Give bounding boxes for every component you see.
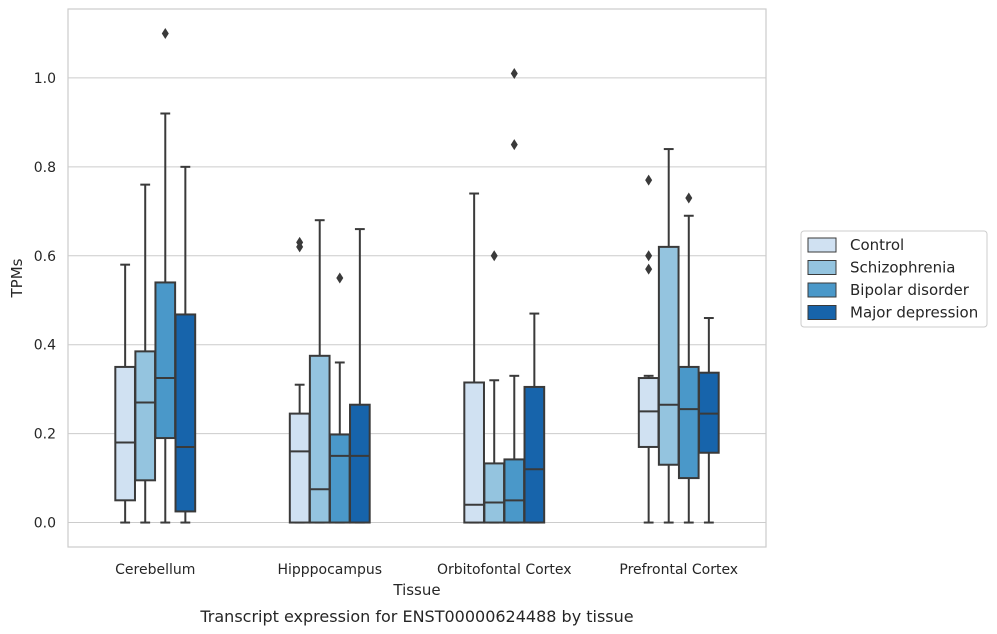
y-axis-label: TPMs (8, 258, 26, 298)
outlier-point (645, 263, 653, 275)
y-tick-label: 0.4 (34, 338, 56, 354)
y-tick-labels: 0.0 0.2 0.4 0.6 0.8 1.0 (34, 71, 56, 532)
y-tick-label: 0.8 (34, 160, 56, 176)
box-body (328, 433, 351, 524)
box-body (134, 350, 157, 482)
box-0-2 (463, 192, 485, 524)
box-body (677, 365, 700, 480)
plot-frame (67, 8, 767, 548)
outlier-point (685, 192, 693, 204)
legend-label: Major depression (850, 304, 978, 322)
box-body (463, 381, 485, 524)
legend-swatch (807, 305, 837, 320)
outlier-point (510, 67, 518, 79)
box-1-0 (134, 183, 157, 524)
box-body (114, 365, 136, 502)
legend-frame (800, 230, 988, 328)
legend-label: Schizophrenia (850, 259, 955, 277)
box-2-2 (503, 67, 526, 524)
legend-swatch (807, 260, 837, 275)
x-tick-label: Orbitofontal Cortex (437, 562, 572, 578)
x-tick-label: Prefrontal Cortex (619, 562, 738, 578)
box-body (308, 354, 331, 524)
box-body (174, 313, 197, 513)
y-tick-label: 0.6 (34, 249, 56, 265)
x-tick-label: Hipppocampus (277, 562, 382, 578)
box-3-0 (174, 165, 197, 524)
outlier-point (336, 272, 344, 284)
box-0-1 (288, 236, 311, 524)
outlier-point (645, 250, 653, 262)
box-body (154, 281, 177, 440)
x-tick-label: Cerebellum (115, 562, 195, 578)
x-axis-label: Tissue (392, 581, 440, 599)
box-2-1 (328, 272, 351, 524)
outlier-point (490, 250, 498, 262)
box-body (288, 412, 311, 524)
outlier-point (161, 27, 169, 39)
legend-items: Control Schizophrenia Bipolar disorder Majo… (807, 236, 978, 322)
y-tick-label: 1.0 (34, 71, 56, 87)
legend-swatch (807, 237, 837, 253)
legend: Control Schizophrenia Bipolar disorder Majo… (800, 230, 988, 328)
box-body (637, 377, 660, 448)
box-2-3 (677, 192, 700, 524)
outlier-point (510, 139, 518, 151)
legend-label: Bipolar disorder (850, 281, 970, 299)
y-tick-label: 0.2 (34, 427, 56, 443)
box-3-1 (349, 228, 371, 524)
legend-label: Control (850, 236, 904, 254)
box-groups (114, 27, 720, 524)
box-1-3 (657, 148, 680, 524)
box-body (483, 462, 506, 524)
box-3-2 (523, 312, 546, 524)
x-tick-labels: Cerebellum Hipppocampus Orbitofontal Corte… (115, 562, 738, 578)
box-1-2 (483, 250, 506, 524)
box-body (657, 245, 680, 466)
figure-caption: Transcript expression for ENST0000062448… (199, 607, 633, 626)
box-body (503, 458, 526, 524)
box-0-3 (637, 174, 660, 524)
box-3-3 (698, 317, 720, 524)
box-2-0 (154, 27, 177, 524)
legend-swatch (807, 282, 837, 298)
y-tick-label: 0.0 (34, 516, 56, 532)
box-body (349, 403, 371, 524)
box-0-0 (114, 263, 136, 524)
outlier-point (645, 174, 653, 186)
box-1-1 (308, 219, 331, 524)
box-body (523, 385, 546, 524)
outlier-point (296, 236, 304, 248)
